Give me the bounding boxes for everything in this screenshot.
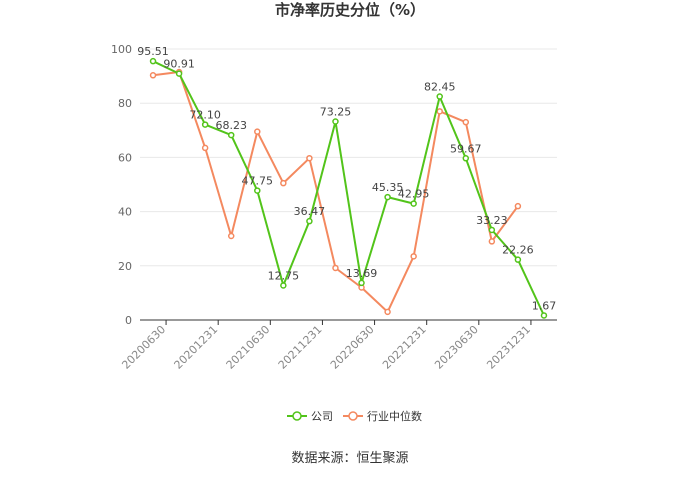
legend: 公司 行业中位数 — [287, 409, 422, 423]
data-label: 82.45 — [424, 81, 456, 94]
legend-item-industry-median: 行业中位数 — [343, 409, 422, 423]
data-label: 59.67 — [450, 142, 482, 155]
industry-median-data-point — [149, 72, 157, 79]
industry-median-data-point — [280, 179, 287, 187]
data-label: 1.67 — [532, 299, 557, 312]
industry-median-data-point — [332, 264, 339, 272]
x-tick-label: 20231231 — [484, 323, 533, 372]
company-data-point — [254, 187, 261, 194]
legend-label: 公司 — [311, 410, 333, 423]
company-data-point — [358, 279, 365, 287]
x-tick-label: 20201231 — [172, 323, 221, 372]
data-label: 47.75 — [242, 175, 274, 188]
company-data-point — [201, 121, 209, 128]
data-label: 12.75 — [268, 269, 300, 282]
company-data-point — [280, 282, 287, 289]
x-tick-label: 20221231 — [380, 323, 429, 372]
industry-median-data-point — [410, 253, 417, 260]
data-label: 95.51 — [137, 45, 169, 58]
legend-marker — [292, 411, 302, 421]
industry-median-data-point — [384, 308, 391, 316]
company-data-point — [175, 70, 183, 77]
data-label: 42.95 — [398, 188, 430, 201]
company-data-point — [540, 312, 548, 319]
data-label: 22.26 — [502, 244, 534, 257]
axes: 0 20 40 60 80 100 20200630 20201231 20210630 2021… — [111, 43, 557, 372]
data-label: 13.69 — [346, 267, 378, 280]
series-layer — [149, 57, 548, 319]
y-tick-label: 80 — [118, 97, 132, 110]
y-tick-label: 60 — [118, 151, 132, 164]
company-data-point — [514, 256, 522, 263]
x-tick-label: 20200630 — [119, 323, 168, 372]
industry-median-data-point — [488, 238, 496, 245]
company-data-point — [306, 217, 313, 225]
legend-marker — [348, 411, 358, 421]
industry-median-data-point — [227, 232, 235, 240]
company-data-point — [149, 57, 157, 65]
legend-label: 行业中位数 — [367, 409, 422, 423]
legend-item-company: 公司 — [287, 410, 333, 423]
y-tick-label: 40 — [118, 206, 132, 219]
x-tick-label: 20210630 — [224, 323, 273, 372]
source-note: 数据来源：恒生聚源 — [291, 451, 408, 466]
company-data-point — [332, 118, 339, 125]
data-label: 72.10 — [189, 109, 221, 122]
industry-median-data-point — [254, 128, 261, 135]
y-tick-label: 100 — [111, 43, 132, 56]
data-label: 90.91 — [163, 58, 195, 71]
data-label: 36.47 — [294, 205, 326, 218]
y-tick-label: 0 — [125, 314, 132, 327]
company-data-point — [410, 200, 417, 207]
grid-lines — [140, 48, 557, 267]
x-tick-label: 20230630 — [432, 323, 481, 372]
data-label: 68.23 — [215, 119, 247, 132]
data-label: 33.23 — [476, 214, 508, 227]
company-data-point — [488, 226, 496, 234]
company-data-point — [384, 193, 391, 201]
industry-median-data-point — [462, 118, 470, 126]
company-series-line — [152, 60, 545, 316]
company-data-point — [436, 93, 443, 100]
industry-median-data-point — [514, 202, 522, 210]
company-data-point — [227, 131, 235, 139]
x-tick-label: 20211231 — [276, 323, 325, 372]
y-tick-label: 20 — [118, 260, 132, 273]
company-data-point — [462, 155, 470, 162]
data-label: 73.25 — [320, 105, 352, 118]
industry-median-data-point — [306, 154, 313, 162]
x-tick-label: 20220630 — [328, 323, 377, 372]
industry-median-data-point — [436, 108, 443, 115]
industry-median-data-point — [201, 144, 209, 152]
data-label: 45.35 — [372, 181, 404, 194]
chart-title: 市净率历史分位（%） — [275, 1, 425, 19]
